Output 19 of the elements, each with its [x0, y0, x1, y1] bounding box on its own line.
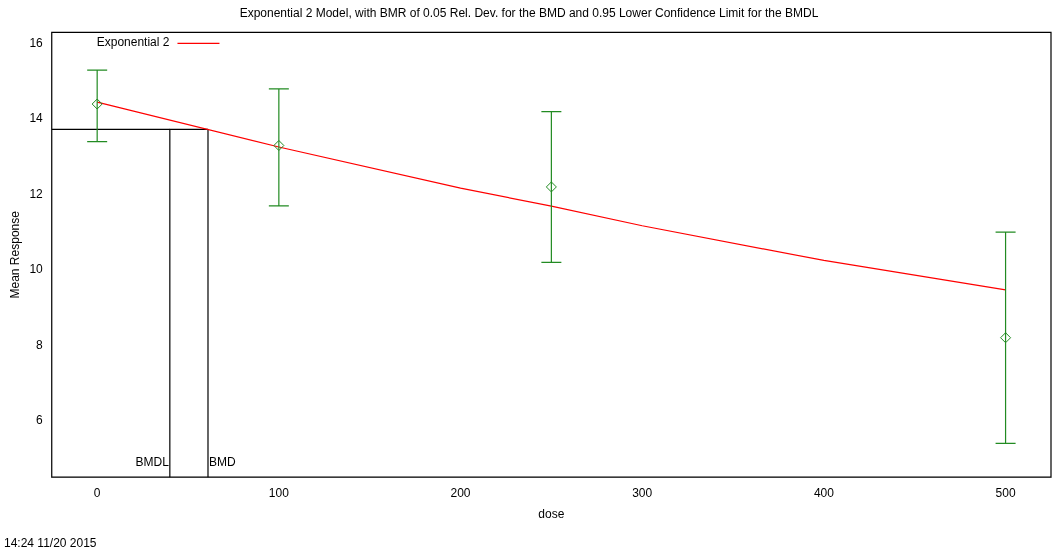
x-tick-label: 500 — [995, 485, 1016, 500]
x-tick-label: 300 — [632, 485, 653, 500]
annotation: BMD — [208, 455, 236, 470]
text: 14:24 11/20 2015 — [4, 536, 97, 551]
y-tick-label: 8 — [36, 337, 44, 352]
annotation: BMDL — [135, 455, 170, 470]
x-tick-label: 400 — [813, 485, 835, 500]
y-tick-label: 16 — [29, 36, 44, 51]
legend-label: Exponential 2 — [96, 34, 170, 49]
x-tick-label: 100 — [268, 485, 290, 500]
chart-title: Exponential 2 Model, with BMR of 0.05 Rel. Dev. for the BMD and 0.95 Lower Confidence Limit for the BMDL — [239, 5, 819, 20]
x-axis-title: dose — [538, 507, 565, 522]
x-tick-label: 200 — [450, 485, 471, 500]
y-tick-label: 12 — [29, 186, 44, 201]
y-tick-label: 10 — [29, 262, 44, 277]
x-tick-label: 0 — [93, 485, 101, 500]
y-tick-label: 14 — [29, 111, 44, 126]
y-axis-title: Mean Response — [7, 210, 22, 299]
y-tick-label: 6 — [36, 412, 44, 427]
